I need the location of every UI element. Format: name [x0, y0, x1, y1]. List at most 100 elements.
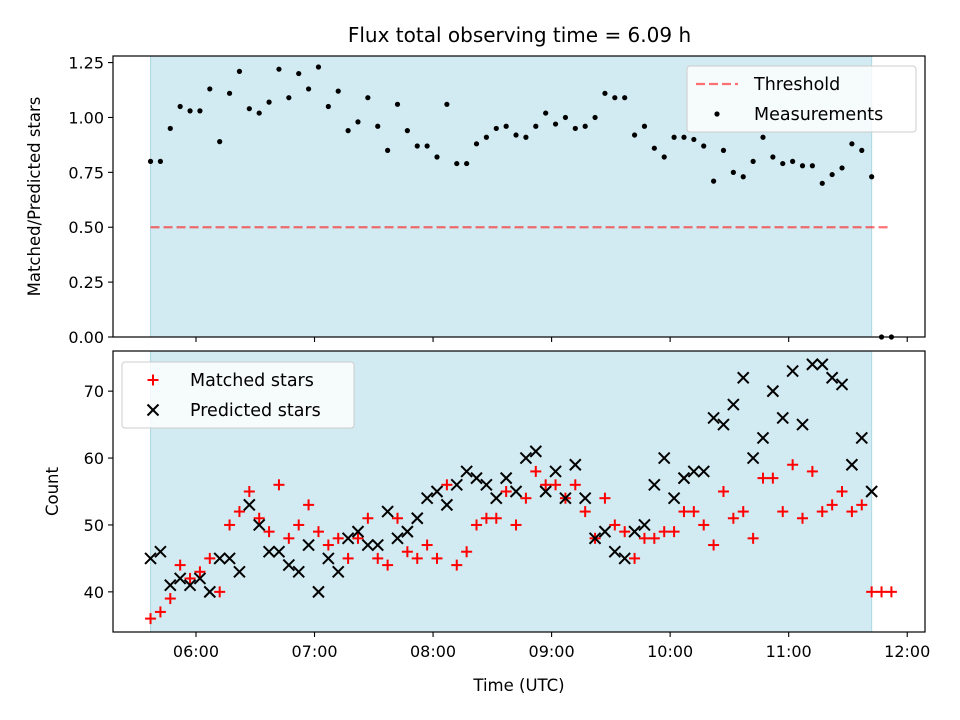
predicted-star-marker	[401, 525, 414, 538]
matched-star-marker	[698, 519, 710, 531]
count-x-tick-label: 12:00	[884, 642, 930, 661]
measurement-point	[404, 128, 410, 134]
measurement-point	[276, 66, 282, 72]
matched-star-marker	[243, 486, 255, 497]
measurement-point	[266, 99, 272, 105]
matched-star-marker	[372, 552, 384, 564]
predicted-star-marker	[845, 458, 859, 471]
measurement-point	[859, 147, 865, 153]
measurement-point	[661, 154, 667, 160]
measurement-point	[770, 154, 776, 160]
predicted-star-marker	[154, 545, 167, 558]
measurement-point	[197, 108, 203, 114]
measurement-point	[315, 64, 322, 70]
matched-star-marker	[678, 506, 690, 518]
predicted-star-marker	[490, 491, 503, 505]
predicted-star-marker	[816, 358, 829, 371]
predicted-star-marker	[529, 445, 543, 458]
predicted-star-marker	[539, 485, 552, 498]
count-x-tick-label: 08:00	[410, 642, 456, 661]
ratio-y-tick-label: 0.50	[68, 218, 104, 237]
matched-star-marker	[303, 499, 315, 511]
matched-star-marker	[342, 552, 354, 564]
predicted-star-markers	[144, 358, 878, 599]
predicted-star-marker	[638, 518, 651, 532]
predicted-star-marker	[450, 478, 463, 492]
predicted-star-marker	[361, 538, 375, 552]
predicted-star-marker	[272, 545, 286, 558]
matched-star-marker	[471, 519, 483, 531]
measurement-point	[424, 143, 430, 149]
matched-star-marker	[145, 613, 157, 625]
count-axes-frame	[112, 350, 926, 633]
predicted-star-marker	[499, 471, 513, 485]
matched-star-marker	[836, 486, 848, 497]
predicted-star-marker	[766, 384, 780, 398]
matched-star-marker	[382, 559, 394, 571]
predicted-star-marker	[628, 525, 641, 538]
measurement-point	[562, 114, 569, 121]
measurement-point	[493, 125, 499, 132]
ratio-y-axis-label: Matched/Predicted stars	[25, 97, 44, 297]
predicted-star-marker	[203, 585, 217, 599]
matched-star-marker	[421, 539, 433, 551]
ratio-y-tick-label: 0.75	[68, 163, 104, 182]
measurement-point	[790, 158, 796, 164]
predicted-star-marker	[569, 458, 582, 471]
measurement-point	[345, 128, 351, 134]
count-x-tick-label: 11:00	[766, 642, 812, 661]
measurement-point	[760, 134, 766, 140]
matched-star-marker	[293, 519, 305, 531]
measurement-point	[839, 165, 845, 171]
measurement-point	[740, 174, 746, 180]
count-x-tick-label: 10:00	[647, 642, 693, 661]
matched-star-marker	[194, 566, 206, 578]
predicted-star-marker	[737, 371, 750, 384]
measurement-point	[226, 90, 233, 96]
measurement-point	[365, 95, 371, 101]
predicted-star-marker	[322, 552, 335, 565]
count-y-tick-label: 40	[84, 583, 104, 602]
measurement-point	[305, 86, 312, 92]
matched-star-marker	[411, 552, 423, 564]
count-legend-box	[121, 361, 355, 429]
measurement-point	[207, 86, 213, 92]
matched-star-marker	[757, 472, 769, 484]
measurement-point	[296, 70, 302, 77]
predicted-star-marker	[598, 525, 612, 538]
matched-star-marker	[737, 506, 749, 518]
matched-star-marker	[767, 472, 779, 484]
matched-star-marker	[322, 539, 334, 551]
matched-star-marker	[619, 526, 631, 538]
measurement-point	[246, 106, 252, 112]
predicted-star-marker	[332, 565, 345, 578]
measurement-point	[711, 178, 717, 184]
measurement-point	[325, 103, 331, 110]
matched-star-marker	[490, 512, 502, 524]
predicted-star-marker	[855, 431, 868, 445]
ratio-panel: 0.00 0.25 0.50 0.75 1.00 1.25 Matched/Predict…	[25, 54, 926, 347]
legend-matched-key	[147, 374, 159, 386]
count-x-tick-label: 09:00	[529, 642, 575, 661]
predicted-star-marker	[835, 378, 849, 391]
predicted-star-marker	[796, 418, 809, 431]
measurement-point	[473, 141, 480, 147]
measurement-point	[167, 125, 173, 132]
measurement-point	[819, 180, 825, 186]
x-axis-label: Time (UTC)	[472, 676, 564, 695]
matched-star-marker	[747, 532, 759, 544]
predicted-star-marker	[727, 398, 740, 411]
ratio-legend: Threshold Measurements	[686, 65, 917, 133]
predicted-star-marker	[549, 465, 562, 478]
matched-star-marker	[638, 532, 650, 544]
predicted-star-marker	[756, 431, 770, 445]
measurement-point	[602, 90, 608, 96]
matched-star-marker	[352, 532, 364, 544]
legend-predicted-key	[146, 403, 160, 417]
measurement-point	[799, 163, 806, 169]
chart-title: Flux total observing time = 6.09 h	[348, 23, 691, 47]
measurement-point	[355, 119, 361, 125]
matched-star-marker	[708, 539, 720, 551]
count-y-tick-label: 50	[84, 516, 104, 535]
predicted-star-marker	[193, 572, 207, 585]
